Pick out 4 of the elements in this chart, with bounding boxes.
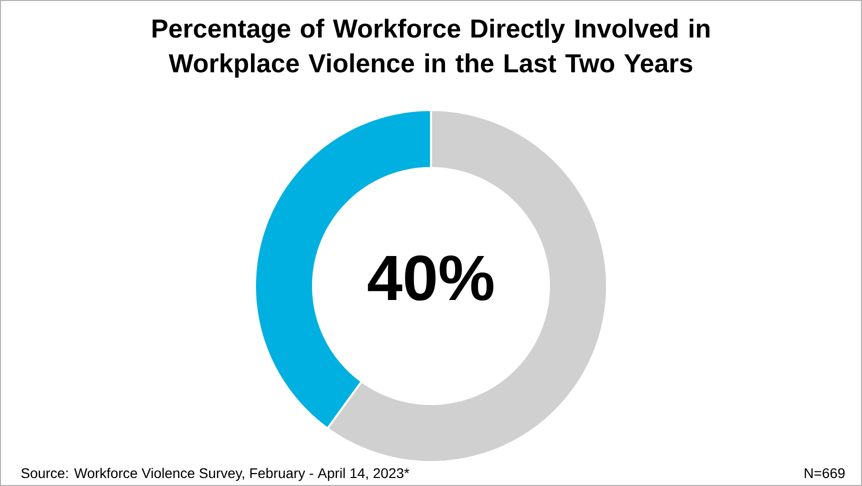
chart-title: Percentage of Workforce Directly Involved in Workplace Violence in the Last Two Years bbox=[152, 18, 710, 78]
data-label: 40% bbox=[368, 255, 494, 301]
text: N=669 bbox=[804, 468, 845, 478]
source-note: Source: Workforce Violence Survey, February - April 14, 2023* bbox=[21, 468, 410, 481]
